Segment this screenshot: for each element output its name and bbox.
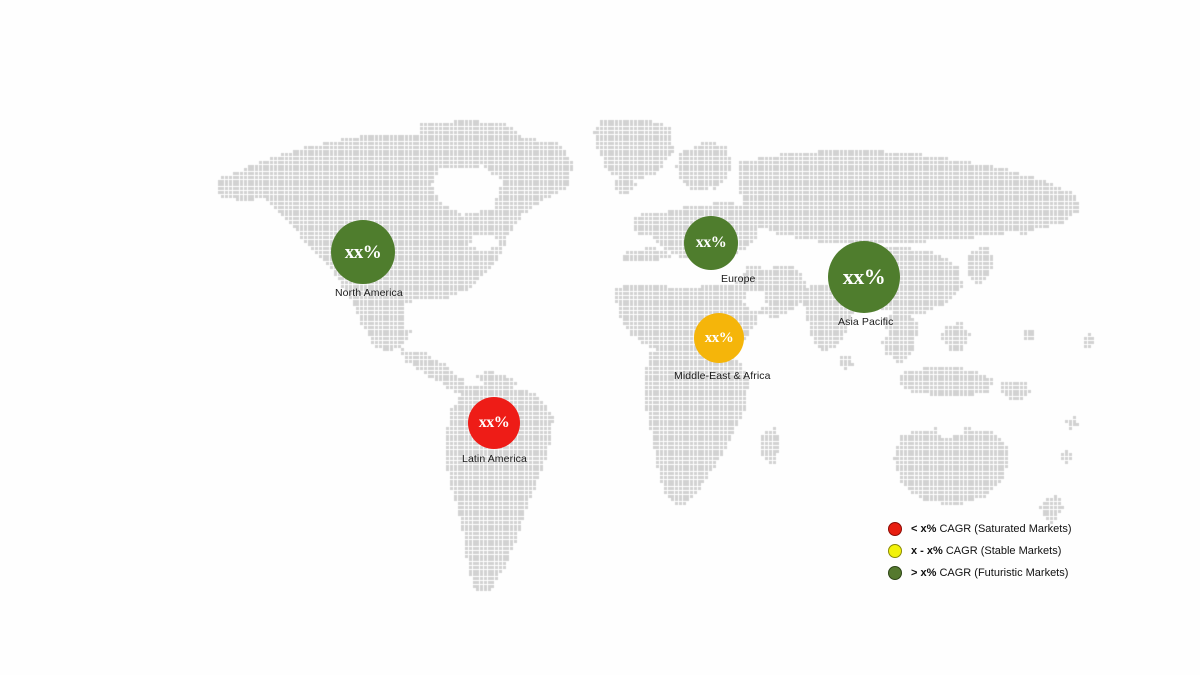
legend-dot-saturated <box>888 522 902 536</box>
region-value-latin-america: xx% <box>478 414 510 431</box>
legend-dot-stable <box>888 544 902 558</box>
region-label-asia-pacific: Asia Pacific <box>838 316 894 328</box>
region-value-europe: xx% <box>695 234 727 251</box>
legend-item-futuristic[interactable]: > x% CAGR (Futuristic Markets) <box>888 562 1071 584</box>
legend-threshold-stable: x - x% <box>911 545 943 557</box>
legend-dot-futuristic <box>888 566 902 580</box>
legend-label-stable: x - x% CAGR (Stable Markets) <box>911 545 1061 557</box>
legend-item-saturated[interactable]: < x% CAGR (Saturated Markets) <box>888 518 1071 540</box>
legend-description-saturated: CAGR (Saturated Markets) <box>936 523 1072 535</box>
region-value-middle-east-africa: xx% <box>704 329 734 346</box>
legend-threshold-saturated: < x% <box>911 523 937 535</box>
legend: < x% CAGR (Saturated Markets) x - x% CAGR… <box>888 518 1071 584</box>
region-bubble-middle-east-africa[interactable]: xx% <box>694 313 744 363</box>
region-value-north-america: xx% <box>344 241 382 263</box>
legend-threshold-futuristic: > x% <box>911 567 937 579</box>
region-bubble-asia-pacific[interactable]: xx% <box>828 241 900 313</box>
legend-label-saturated: < x% CAGR (Saturated Markets) <box>911 523 1071 535</box>
region-label-europe: Europe <box>721 273 756 285</box>
region-label-latin-america: Latin America <box>462 453 527 465</box>
region-label-middle-east-africa: Middle-East & Africa <box>674 370 771 382</box>
region-bubble-latin-america[interactable]: xx% <box>468 397 520 449</box>
region-bubble-europe[interactable]: xx% <box>684 216 738 270</box>
legend-item-stable[interactable]: x - x% CAGR (Stable Markets) <box>888 540 1071 562</box>
legend-description-stable: CAGR (Stable Markets) <box>942 545 1062 557</box>
legend-label-futuristic: > x% CAGR (Futuristic Markets) <box>911 567 1068 579</box>
legend-description-futuristic: CAGR (Futuristic Markets) <box>936 567 1069 579</box>
region-value-asia-pacific: xx% <box>842 264 886 289</box>
region-bubble-north-america[interactable]: xx% <box>331 220 395 284</box>
region-label-north-america: North America <box>335 287 403 299</box>
